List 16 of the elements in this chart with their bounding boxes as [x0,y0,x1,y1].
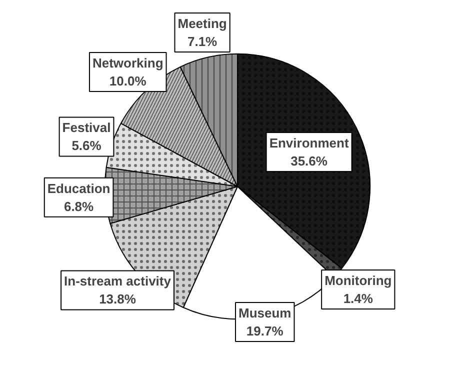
data-label: 5.6% [72,138,102,154]
slice-label: Monitoring [324,272,392,288]
slice-label: Museum [238,306,292,321]
slice-label: Education [47,180,110,196]
data-label: 10.0% [109,74,147,89]
data-label: 7.1% [187,34,218,49]
slice-label: Festival [62,120,111,136]
data-label: 35.6% [290,153,328,168]
slice-label: In-stream activity [64,274,172,289]
slice-label: Networking [92,56,164,71]
slice-label: Meeting [178,16,227,31]
data-label: 19.7% [246,324,284,339]
data-label: 1.4% [343,290,374,306]
data-label: 6.8% [64,198,94,214]
slice-label: Environment [269,135,350,150]
data-label: 13.8% [99,292,136,307]
